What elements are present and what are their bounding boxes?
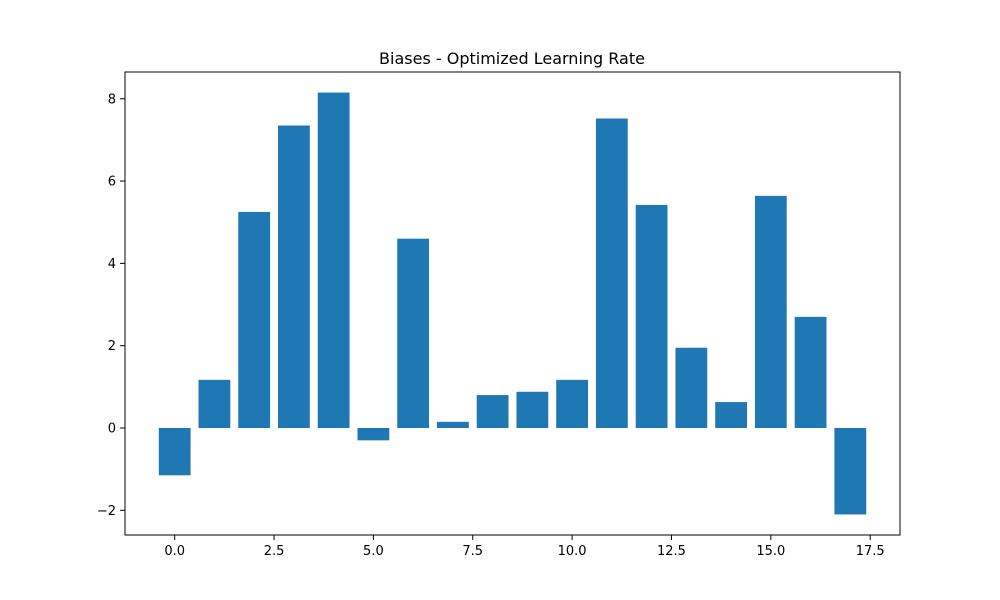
bar-16 [794, 316, 827, 428]
y-tick-label: 4 [108, 257, 116, 272]
bar-3 [278, 125, 310, 428]
y-tick-label: 6 [108, 175, 116, 190]
bar-0 [158, 427, 191, 476]
bar-2 [238, 211, 271, 428]
bar-12 [635, 204, 668, 428]
axes-group: 0.0 2.5 5.0 7.5 10.0 12.5 15.0 17.5 −2 0 2 4 6 8 [97, 71, 901, 559]
bar-15 [754, 195, 787, 428]
bar-9 [516, 391, 549, 428]
bar-8 [476, 395, 509, 428]
y-tick-label: 8 [108, 92, 116, 107]
x-tick-label: 2.5 [264, 544, 285, 559]
x-tick-label: 15.0 [756, 544, 785, 559]
x-tick-label: 7.5 [462, 544, 483, 559]
x-tick-label: 17.5 [856, 544, 885, 559]
bar-11 [595, 118, 628, 428]
plot-frame [124, 71, 901, 536]
bar-1 [198, 379, 231, 428]
bar-6 [397, 238, 430, 428]
x-tick-label: 5.0 [363, 544, 384, 559]
bars-group [158, 92, 867, 515]
chart-title: Biases - Optimized Learning Rate [379, 49, 645, 68]
x-tick-label: 10.0 [558, 544, 587, 559]
x-tick-label: 12.5 [657, 544, 686, 559]
bar-5 [357, 427, 390, 441]
y-tick-label: −2 [97, 504, 116, 519]
bar-13 [675, 347, 708, 428]
bar-14 [715, 402, 747, 428]
bar-7 [436, 421, 469, 428]
x-tick-label: 0.0 [164, 544, 185, 559]
y-tick-label: 2 [108, 339, 116, 354]
bar-4 [317, 92, 350, 428]
bar-10 [556, 379, 589, 428]
y-tick-label: 0 [108, 421, 116, 436]
bar-17 [834, 427, 867, 515]
